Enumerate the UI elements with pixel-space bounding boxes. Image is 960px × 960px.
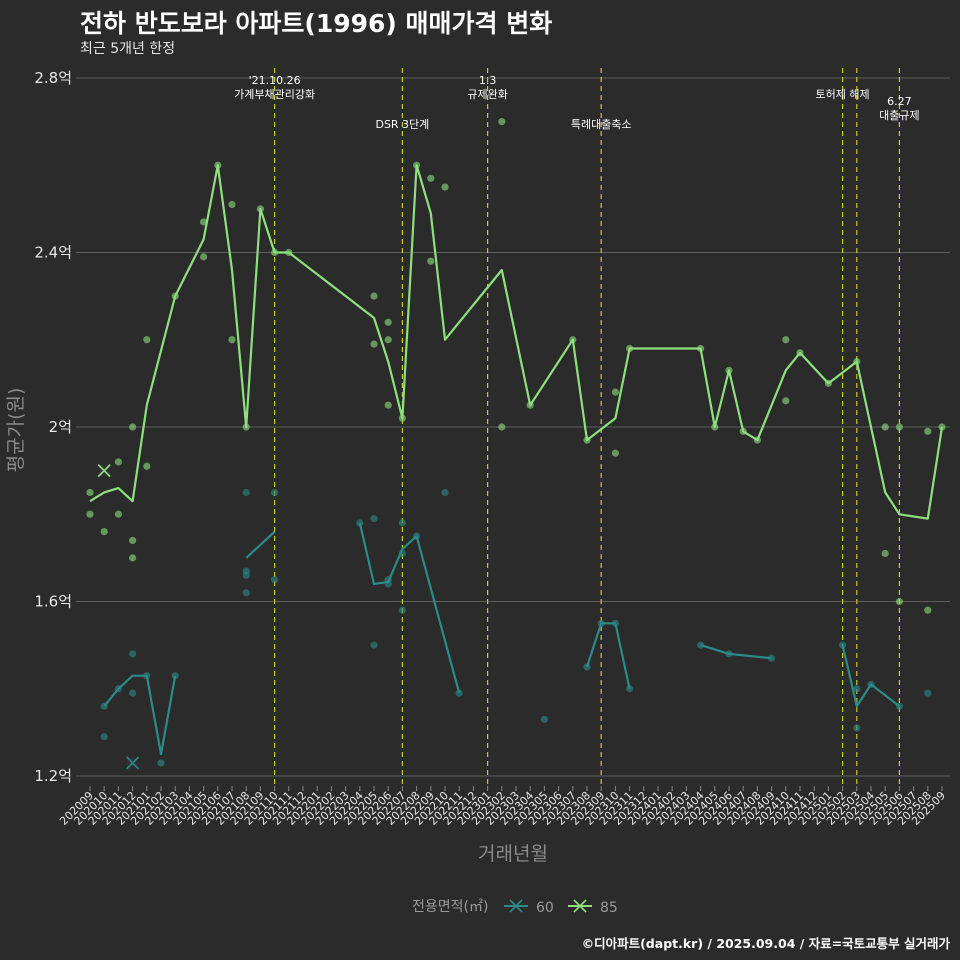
data-point [129,650,137,658]
legend-label: 85 [600,900,618,916]
data-point [228,336,236,344]
data-point [583,663,591,671]
data-point [895,597,904,606]
event-label: 가계부채관리강화 [234,88,315,101]
data-point [356,519,364,527]
data-point [114,510,122,518]
y-tick-label: 2.8억 [34,69,72,87]
series-85 [86,118,946,614]
data-point [200,253,208,261]
event-label: '21.10.26 [249,74,301,87]
legend-title: 전용면적(㎡) [412,899,488,915]
data-point [157,759,165,767]
data-point [498,118,506,126]
data-point [384,336,392,344]
data-point [455,689,463,697]
data-point [242,571,250,579]
data-point [370,515,378,523]
data-point [782,336,790,344]
data-point [143,462,151,470]
event-label: 대출규제 [879,109,919,122]
event-label: 특례대출축소 [571,118,632,131]
data-point [398,519,406,527]
data-point [86,488,94,497]
data-point [782,397,790,405]
data-point [924,606,932,614]
series-line [103,674,177,756]
event-label: DSR 3단계 [375,118,429,131]
data-point [114,458,122,466]
y-axis-title: 평균가(원) [5,388,27,473]
series-line [245,530,276,559]
data-point [271,488,279,497]
data-point [129,554,137,562]
series-line [89,164,944,520]
data-point [853,724,861,732]
y-tick-label: 1.2억 [34,767,72,785]
data-point [881,549,889,558]
x-axis-title: 거래년월 [478,843,548,865]
data-point [924,427,932,435]
data-point [441,488,449,497]
data-point [384,401,392,409]
data-point [100,733,108,741]
data-point [171,672,179,680]
series-60 [100,488,932,770]
data-point [129,536,137,545]
data-point [228,200,236,209]
chart-title: 전하 반도보라 아파트(1996) 매매가격 변화 [80,9,553,38]
data-point [427,174,435,182]
data-point [768,654,776,662]
data-point [242,488,250,497]
source-footer: ©디아파트(dapt.kr) / 2025.09.04 / 자료=국토교통부 실… [581,936,950,951]
data-point [200,218,208,226]
series-line [700,644,772,660]
data-point [398,606,406,614]
series-line [585,622,631,690]
series-line [358,522,461,694]
data-point [129,423,137,431]
legend: 전용면적(㎡) 60 85 [412,899,618,916]
series-line [841,644,901,708]
outlier-marker [126,756,140,770]
y-tick-label: 1.6억 [34,593,72,611]
data-point [611,388,620,396]
data-point [370,340,378,348]
data-point [924,689,932,697]
data-point [86,510,94,518]
chart-subtitle: 최근 5개년 한정 [80,41,176,57]
data-point [895,423,904,431]
data-point [370,292,378,300]
data-point [370,641,378,649]
data-point [384,318,392,326]
data-point [143,336,151,344]
data-point [271,576,279,584]
data-point [853,685,861,693]
data-point [242,589,250,597]
data-point [498,423,506,431]
data-point [427,257,435,265]
event-label: 6.27 [887,95,912,108]
event-label: 1.3 [479,74,497,87]
data-point [441,183,449,191]
event-label: 토허제 해제 [816,87,870,101]
y-tick-label: 2.4억 [34,244,72,262]
y-tick-label: 2억 [49,418,72,436]
data-point [881,423,889,431]
event-label: 규제완화 [467,88,507,101]
legend-key-cross [573,899,587,913]
legend-key-cross [509,899,523,913]
data-point [611,449,620,457]
outlier-marker [97,464,111,478]
data-point [540,715,549,723]
legend-label: 60 [536,900,554,916]
data-point [100,528,108,536]
data-point [129,689,137,697]
